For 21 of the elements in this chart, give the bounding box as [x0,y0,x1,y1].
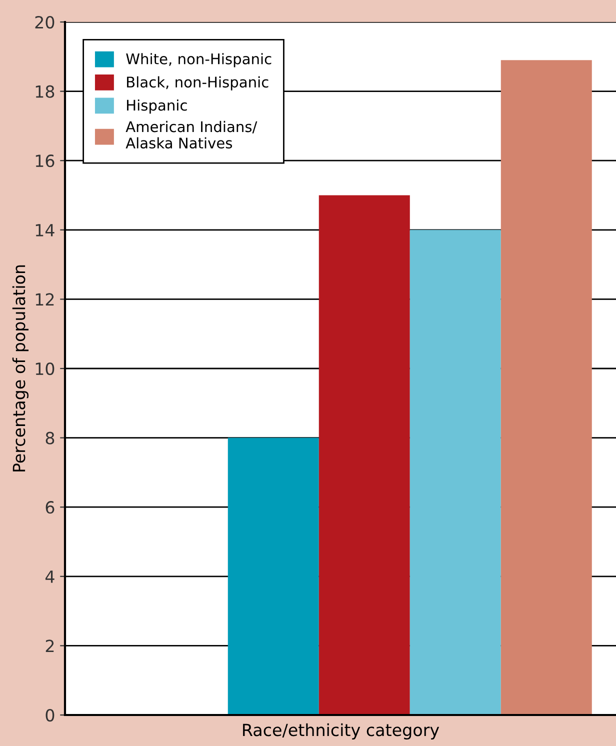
y-tick-label: 14 [36,224,54,236]
y-tick-label: 20 [35,16,54,29]
legend-label: Hispanic [127,99,187,114]
y-tick-label: 0 [46,708,54,722]
y-tick-label: 8 [46,432,54,444]
bar [318,195,410,715]
y-tick-label: 18 [36,85,54,98]
x-axis-title: Race/ethnicity category [243,723,440,740]
y-tick-label: 16 [36,154,54,168]
legend-label: American Indians/ Alaska Natives [126,120,258,149]
y-tick-label: 4 [45,570,54,583]
y-tick-label: 6 [46,501,54,514]
legend-label: White, non-Hispanic [126,53,272,68]
legend-label: Black, non-Hispanic [127,76,268,90]
y-tick-label: 10 [36,362,54,376]
y-tick-label: 2 [46,640,54,652]
bar [410,230,501,715]
y-axis-title: Percentage of population [12,265,29,472]
bar [228,438,319,715]
y-tick-label: 12 [36,293,54,306]
bar [500,60,592,715]
